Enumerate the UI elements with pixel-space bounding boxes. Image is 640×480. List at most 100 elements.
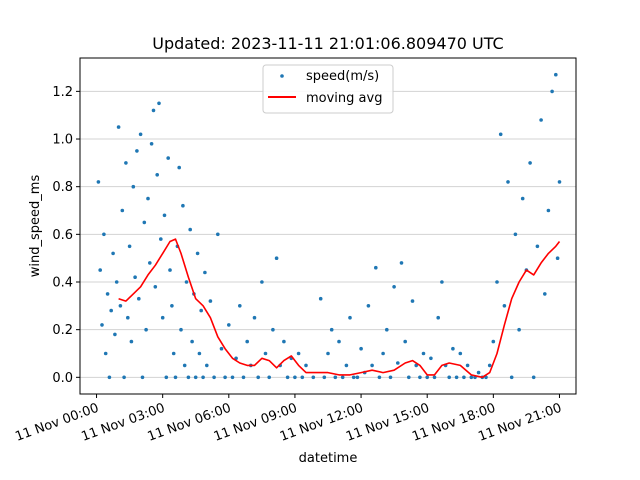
scatter-point (111, 251, 115, 256)
scatter-point (554, 72, 558, 77)
scatter-point (138, 132, 143, 137)
scatter-point (311, 375, 316, 380)
speed-scatter-series (96, 72, 562, 380)
scatter-point (151, 108, 156, 113)
scatter-point (186, 375, 191, 380)
scatter-point (454, 375, 459, 380)
scatter-point (230, 375, 235, 380)
scatter-point (469, 375, 474, 380)
scatter-point (432, 375, 437, 380)
scatter-point (184, 280, 189, 284)
scatter-point (531, 375, 536, 380)
scatter-point (337, 339, 341, 344)
scatter-point (102, 232, 106, 237)
scatter-point (144, 327, 148, 332)
scatter-point (340, 375, 345, 380)
y-tick-label: 0.4 (52, 276, 73, 291)
scatter-point (205, 363, 209, 368)
scatter-point (462, 375, 466, 380)
scatter-point (535, 244, 540, 249)
scatter-point (318, 296, 323, 301)
scatter-point (129, 339, 134, 344)
scatter-point (100, 323, 104, 327)
y-tick-label: 0.6 (52, 228, 73, 243)
scatter-point (385, 327, 389, 332)
chart-title: Updated: 2023-11-11 21:01:06.809470 UTC (152, 34, 503, 53)
scatter-point (555, 256, 560, 261)
scatter-point (263, 351, 268, 356)
scatter-point (153, 285, 158, 289)
scatter-point (162, 213, 167, 218)
scatter-point (124, 161, 128, 165)
scatter-point (142, 220, 147, 225)
scatter-point (116, 125, 121, 129)
y-tick-label: 0.8 (52, 180, 73, 195)
scatter-point (355, 375, 360, 380)
scatter-point (103, 351, 108, 356)
scatter-point (546, 208, 551, 213)
scatter-point (267, 375, 272, 380)
legend-scatter-marker (280, 74, 284, 78)
scatter-point (177, 165, 181, 170)
scatter-point (436, 315, 441, 320)
y-tick-label: 1.0 (52, 133, 73, 148)
scatter-point (333, 375, 338, 380)
scatter-point (274, 256, 279, 261)
scatter-point (114, 280, 119, 284)
scatter-point (421, 351, 426, 356)
scatter-point (260, 280, 264, 284)
scatter-point (326, 351, 330, 356)
scatter-point (140, 375, 145, 380)
scatter-point (146, 196, 150, 201)
scatter-point (173, 375, 178, 380)
scatter-point (271, 327, 275, 332)
scatter-point (133, 275, 137, 280)
scatter-point (118, 304, 123, 308)
scatter-point (293, 375, 297, 380)
scatter-point (296, 351, 301, 356)
scatter-point (381, 351, 385, 356)
scatter-point (557, 180, 562, 184)
scatter-point (241, 375, 246, 380)
scatter-point (208, 299, 213, 303)
scatter-point (458, 351, 463, 356)
scatter-point (517, 327, 521, 332)
scatter-point (392, 285, 396, 289)
scatter-point (440, 280, 444, 284)
scatter-point (425, 375, 430, 380)
scatter-point (137, 296, 141, 301)
scatter-point (256, 375, 261, 380)
plot-frame (79, 57, 577, 395)
scatter-point (539, 118, 543, 122)
legend-box (262, 64, 394, 114)
scatter-point (212, 375, 216, 380)
y-axis: 0.0 0.2 0.4 0.6 0.8 1.0 1.2 (52, 85, 80, 386)
scatter-point (149, 142, 154, 146)
scatter-point (495, 280, 499, 284)
plot-area (79, 57, 577, 395)
scatter-point (107, 375, 112, 380)
scatter-point (329, 327, 334, 332)
scatter-point (120, 208, 125, 213)
scatter-point (245, 339, 249, 344)
scatter-point (374, 265, 378, 270)
scatter-point (105, 292, 110, 296)
scatter-point (487, 363, 492, 368)
scatter-point (410, 299, 415, 303)
scatter-point (197, 351, 202, 356)
scatter-point (157, 101, 161, 106)
scatter-point (407, 375, 411, 380)
scatter-point (509, 375, 514, 380)
scatter-point (238, 304, 242, 308)
scatter-point (131, 184, 136, 189)
scatter-point (135, 149, 139, 153)
scatter-point (300, 375, 305, 380)
scatter-point (193, 375, 198, 380)
scatter-point (285, 375, 290, 380)
scatter-point (188, 227, 192, 232)
scatter-point (351, 375, 356, 380)
scatter-point (181, 203, 185, 208)
scatter-point (399, 261, 404, 265)
scatter-point (465, 363, 470, 368)
scatter-point (498, 132, 503, 137)
